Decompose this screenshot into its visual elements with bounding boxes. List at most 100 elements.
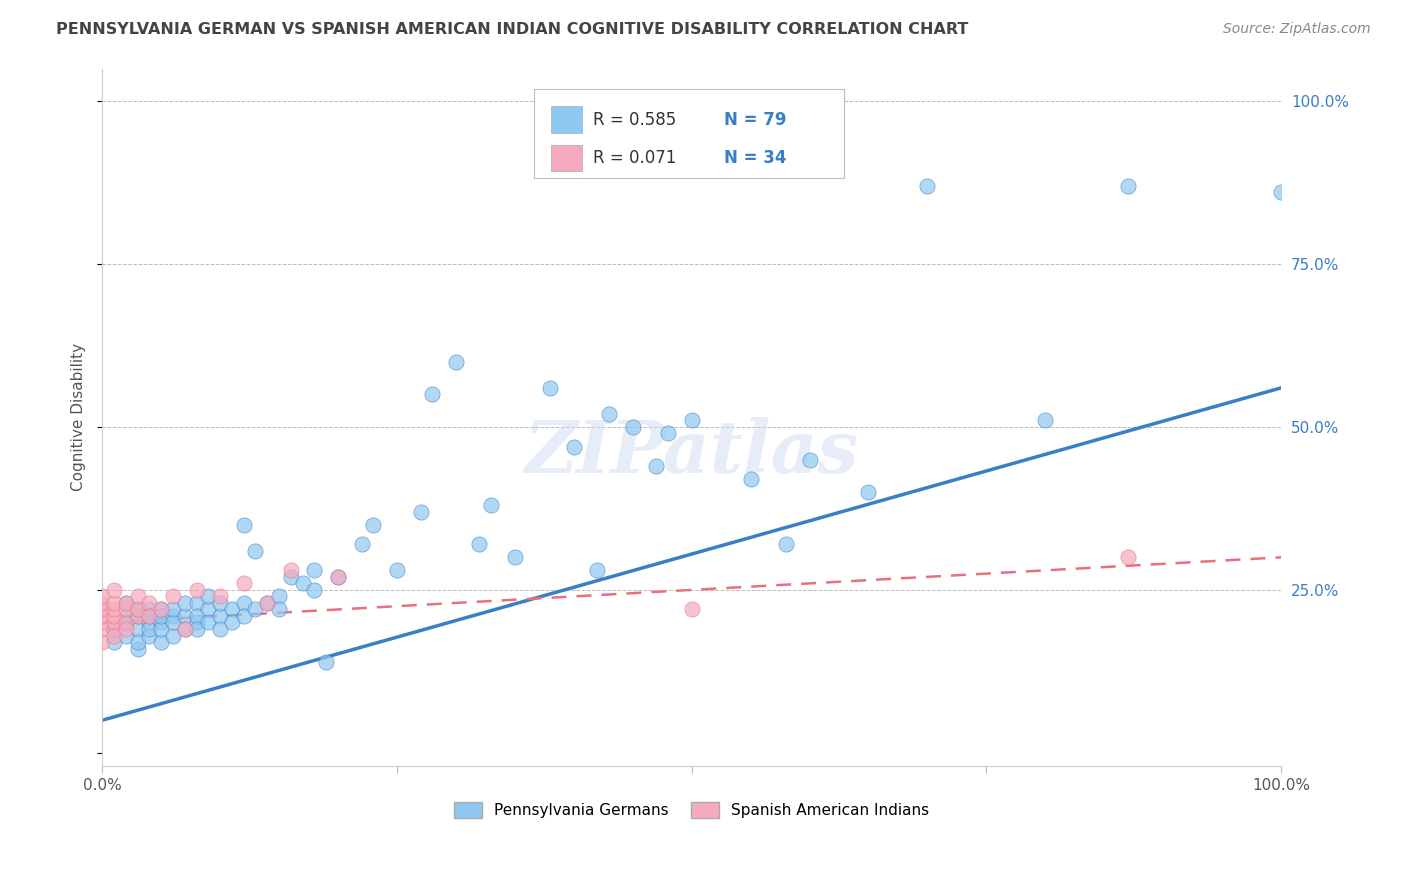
Point — [363, 517, 385, 532]
Point — [138, 622, 160, 636]
Point — [468, 537, 491, 551]
Point — [562, 440, 585, 454]
Point — [621, 420, 644, 434]
Point — [150, 622, 173, 636]
Text: N = 79: N = 79 — [724, 111, 786, 128]
Point — [103, 628, 125, 642]
Point — [280, 563, 302, 577]
Point — [197, 615, 219, 630]
Point — [186, 622, 208, 636]
Point — [209, 609, 232, 624]
Point — [740, 472, 762, 486]
Point — [267, 590, 290, 604]
Point — [186, 609, 208, 624]
Text: Source: ZipAtlas.com: Source: ZipAtlas.com — [1223, 22, 1371, 37]
Point — [150, 609, 173, 624]
Point — [858, 485, 880, 500]
Point — [162, 602, 184, 616]
Point — [91, 602, 114, 616]
Point — [114, 622, 136, 636]
Point — [657, 426, 679, 441]
Point — [1033, 413, 1056, 427]
Point — [150, 635, 173, 649]
Point — [91, 615, 114, 630]
Legend: Pennsylvania Germans, Spanish American Indians: Pennsylvania Germans, Spanish American I… — [449, 797, 935, 824]
Point — [409, 505, 432, 519]
Point — [186, 615, 208, 630]
Point — [256, 596, 278, 610]
Point — [103, 622, 125, 636]
Point — [291, 576, 314, 591]
Point — [280, 570, 302, 584]
Point — [917, 178, 939, 193]
Point — [103, 622, 125, 636]
Point — [162, 628, 184, 642]
Point — [127, 590, 149, 604]
Text: PENNSYLVANIA GERMAN VS SPANISH AMERICAN INDIAN COGNITIVE DISABILITY CORRELATION : PENNSYLVANIA GERMAN VS SPANISH AMERICAN … — [56, 22, 969, 37]
Point — [114, 602, 136, 616]
Point — [114, 615, 136, 630]
Point — [645, 459, 668, 474]
Point — [221, 615, 243, 630]
Point — [503, 550, 526, 565]
Point — [138, 596, 160, 610]
Text: ZIPatlas: ZIPatlas — [524, 417, 859, 488]
Point — [91, 590, 114, 604]
Point — [232, 517, 254, 532]
Point — [138, 628, 160, 642]
Point — [150, 602, 173, 616]
Point — [326, 570, 349, 584]
Point — [304, 563, 326, 577]
Point — [197, 590, 219, 604]
Point — [1270, 186, 1292, 200]
Point — [127, 609, 149, 624]
Point — [221, 602, 243, 616]
Point — [538, 381, 561, 395]
Point — [681, 602, 703, 616]
Point — [103, 602, 125, 616]
Point — [114, 596, 136, 610]
Point — [315, 655, 337, 669]
Text: R = 0.071: R = 0.071 — [593, 149, 676, 167]
Point — [150, 615, 173, 630]
Point — [232, 576, 254, 591]
Point — [420, 387, 443, 401]
Point — [127, 641, 149, 656]
Point — [114, 628, 136, 642]
Point — [127, 635, 149, 649]
Point — [209, 596, 232, 610]
Point — [138, 615, 160, 630]
Point — [245, 543, 267, 558]
Point — [103, 582, 125, 597]
Point — [209, 622, 232, 636]
Point — [103, 635, 125, 649]
Point — [186, 596, 208, 610]
Point — [173, 622, 195, 636]
Point — [150, 602, 173, 616]
Point — [127, 602, 149, 616]
Point — [681, 413, 703, 427]
Point — [91, 635, 114, 649]
Point — [799, 452, 821, 467]
Point — [114, 596, 136, 610]
Point — [232, 596, 254, 610]
Point — [138, 602, 160, 616]
Point — [197, 602, 219, 616]
Point — [209, 590, 232, 604]
Point — [1116, 550, 1139, 565]
Y-axis label: Cognitive Disability: Cognitive Disability — [72, 343, 86, 491]
Point — [245, 602, 267, 616]
Point — [173, 622, 195, 636]
Point — [162, 590, 184, 604]
Point — [267, 602, 290, 616]
Point — [385, 563, 408, 577]
Point — [173, 609, 195, 624]
Text: N = 34: N = 34 — [724, 149, 786, 167]
Point — [138, 609, 160, 624]
Point — [103, 596, 125, 610]
Point — [91, 622, 114, 636]
Point — [91, 609, 114, 624]
Point — [103, 615, 125, 630]
Point — [479, 498, 502, 512]
Point — [586, 563, 609, 577]
